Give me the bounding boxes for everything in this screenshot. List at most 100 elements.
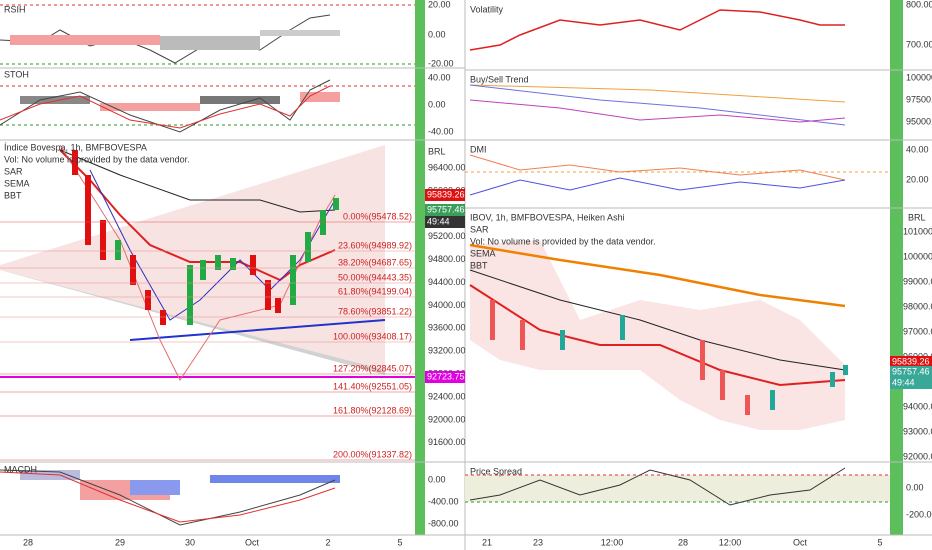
- axis-label: 92000.00: [903, 451, 932, 461]
- fib-label: 78.60%(93851.22): [338, 306, 412, 316]
- panel-title: MACDH: [4, 464, 37, 474]
- date-label: 28: [678, 537, 688, 547]
- fib-label: 200.00%(91337.82): [333, 449, 412, 459]
- note: SEMA: [4, 178, 30, 188]
- axis-label: 93000.00: [903, 426, 932, 436]
- axis-label: 0.00: [428, 474, 446, 484]
- date-label: 5: [397, 537, 402, 547]
- date-label: 12:00: [719, 537, 742, 547]
- panel-title: RSIH: [4, 4, 26, 14]
- right-main-chart: [469, 240, 848, 430]
- axis-label: -800.00: [428, 518, 459, 528]
- price-tag-text: 92723.75: [427, 371, 465, 381]
- fib-label: 61.80%(94199.04): [338, 286, 412, 296]
- price-tag-text: 95757.46: [892, 366, 930, 376]
- fib-label: 161.80%(92128.69): [333, 405, 412, 415]
- axis-label: -200.00: [906, 509, 932, 519]
- axis-label: 20.00: [906, 174, 929, 184]
- note: Vol: No volume is provided by the data v…: [470, 236, 656, 246]
- green-bar: [890, 0, 903, 535]
- date-label: 28: [23, 537, 33, 547]
- axis-label: 94000.00: [428, 300, 466, 310]
- price-tag: [425, 216, 465, 228]
- price-tag: [425, 189, 465, 201]
- axis-label: 94000.00: [903, 401, 932, 411]
- axis-label: 96400.00: [428, 162, 466, 172]
- panel-title: IBOV, 1h, BMFBOVESPA, Heiken Ashi: [470, 212, 625, 222]
- axis-label: 92000.00: [428, 414, 466, 424]
- rsi-panel: [0, 4, 415, 65]
- currency: BRL: [908, 212, 926, 222]
- fib-label: 38.20%(94687.65): [338, 257, 412, 267]
- fib-label: 50.00%(94443.35): [338, 272, 412, 282]
- trend-panel: [469, 84, 846, 126]
- volatility-line: [469, 9, 845, 51]
- axis-label: 100000.00: [906, 72, 932, 82]
- fib-label: 0.00%(95478.52): [343, 211, 412, 221]
- axis-label: 0.00: [428, 29, 446, 39]
- price-tag-text: 49:44: [427, 216, 450, 226]
- date-label: 2: [325, 537, 330, 547]
- stoch-panel: [0, 79, 415, 133]
- panel-title: DMI: [470, 144, 487, 154]
- axis-label: 94400.00: [428, 277, 466, 287]
- axis-label: 93600.00: [428, 323, 466, 333]
- price-tag: [425, 371, 465, 383]
- price-tag-text: 95839.26: [892, 356, 930, 366]
- axis-label: 0.00: [428, 99, 446, 109]
- fib-label: 100.00%(93408.17): [333, 331, 412, 341]
- axis-label: 800.00: [906, 0, 932, 9]
- note: BBT: [470, 260, 488, 270]
- note: SEMA: [470, 248, 496, 258]
- axis-label: 99000.00: [903, 276, 932, 286]
- axis-label: 0.00: [906, 482, 924, 492]
- axis-label: -20.00: [428, 58, 454, 68]
- price-tag-text: 49:44: [892, 377, 915, 387]
- note: SAR: [4, 166, 23, 176]
- panel-title: STOH: [4, 69, 29, 79]
- fib-label: 127.20%(92845.07): [333, 363, 412, 373]
- axis-label: 95200.00: [428, 231, 466, 241]
- axis-label: 97500.00: [906, 94, 932, 104]
- price-tag-text: 95757.46: [427, 204, 465, 214]
- date-label: Oct: [793, 537, 808, 547]
- date-label: 21: [482, 537, 492, 547]
- macd-panel: [0, 469, 340, 526]
- price-tag-text: 95839.26: [427, 189, 465, 199]
- price-tag: [425, 204, 465, 216]
- date-label: 29: [115, 537, 125, 547]
- fib-label: 23.60%(94989.92): [338, 240, 412, 250]
- date-label: 5: [877, 537, 882, 547]
- green-bar: [415, 0, 425, 535]
- price-tag: [890, 366, 932, 378]
- axis-label: 95000.00: [906, 116, 932, 126]
- spread-panel: [465, 467, 890, 506]
- axis-label: 98000.00: [903, 301, 932, 311]
- axis-label: 700.00: [906, 39, 932, 49]
- note: BBT: [4, 190, 22, 200]
- panel-title: Índice Bovespa, 1h, BMFBOVESPA: [4, 142, 147, 152]
- axis-label: 101000.00: [903, 226, 932, 236]
- axis-label: 97000.00: [903, 326, 932, 336]
- panel-title: Price Spread: [470, 466, 522, 476]
- currency: BRL: [428, 146, 446, 156]
- panel-title: Volatility: [470, 4, 504, 14]
- note: SAR: [470, 224, 489, 234]
- axis-label: 40.00: [906, 144, 929, 154]
- axis-label: 93200.00: [428, 346, 466, 356]
- left-main-chart: [0, 144, 415, 381]
- axis-label: 91600.00: [428, 437, 466, 447]
- date-label: Oct: [245, 537, 260, 547]
- note: Vol: No volume is provided by the data v…: [4, 154, 190, 164]
- panel-title: Buy/Sell Trend: [470, 74, 529, 84]
- axis-label: 20.00: [428, 0, 451, 9]
- axis-label: 94800.00: [428, 254, 466, 264]
- date-label: 23: [533, 537, 543, 547]
- dmi-panel: [465, 154, 890, 196]
- price-tag: [890, 356, 932, 368]
- axis-label: 40.00: [428, 72, 451, 82]
- axis-label: -40.00: [428, 126, 454, 136]
- price-tag: [890, 377, 932, 389]
